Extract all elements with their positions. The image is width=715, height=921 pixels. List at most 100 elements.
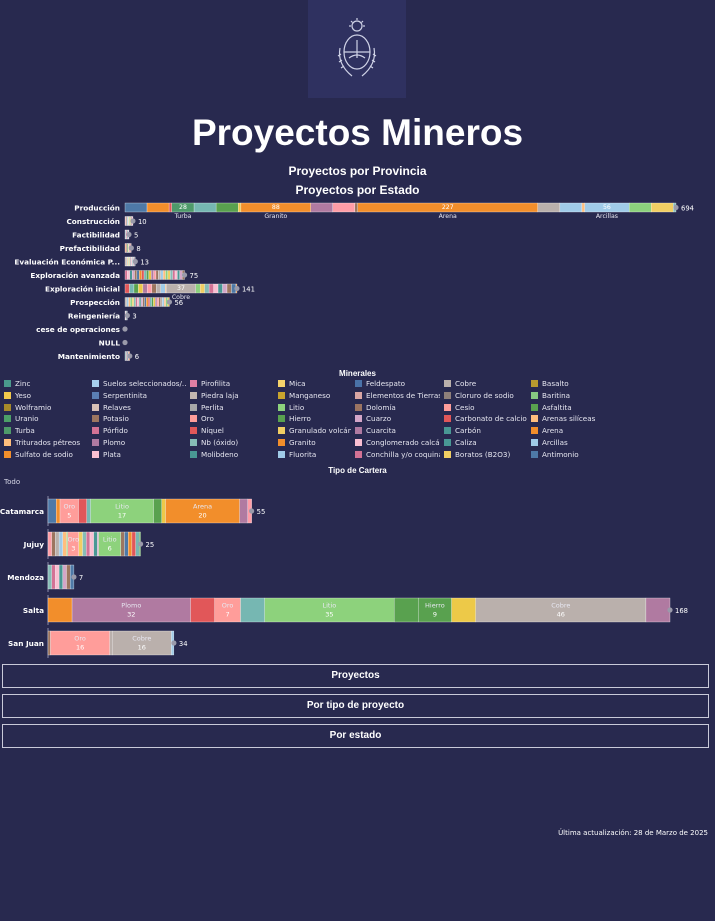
legend-item[interactable]: Litio — [278, 402, 351, 413]
legend-item[interactable]: Pórfido — [92, 425, 186, 436]
bar-segment[interactable] — [226, 283, 232, 294]
bar-segment[interactable] — [128, 531, 133, 557]
bar-segment[interactable] — [128, 297, 131, 307]
bar-segment[interactable] — [148, 270, 152, 280]
legend-item[interactable]: Plomo — [92, 437, 186, 448]
bar-segment[interactable] — [161, 498, 166, 524]
legend-item[interactable]: Dolomía — [355, 402, 440, 413]
bar-segment[interactable] — [240, 597, 265, 623]
bar-segment[interactable] — [162, 270, 166, 280]
bar-segment[interactable] — [78, 498, 87, 524]
legend-item[interactable]: Asfaltita — [531, 402, 621, 413]
bar-segment[interactable] — [160, 297, 163, 307]
legend-item[interactable]: Perlita — [190, 402, 274, 413]
bar-segment[interactable] — [62, 564, 67, 590]
bar-segment[interactable] — [199, 283, 205, 294]
bar-segment[interactable] — [124, 283, 130, 294]
bar-segment[interactable] — [89, 531, 94, 557]
bar-segment[interactable] — [167, 270, 171, 280]
bar-segment[interactable] — [55, 564, 60, 590]
bar-segment[interactable] — [124, 297, 127, 307]
bar-segment-arena[interactable] — [165, 498, 240, 524]
bar-segment[interactable] — [170, 270, 173, 280]
bar-segment[interactable] — [354, 202, 358, 213]
bar-segment[interactable] — [195, 283, 201, 294]
bar-segment[interactable] — [332, 202, 356, 213]
bar-segment[interactable] — [141, 270, 145, 280]
bar-segment-oro[interactable] — [50, 630, 110, 656]
bar-segment[interactable] — [168, 202, 172, 213]
bar-segment[interactable] — [138, 283, 144, 294]
bar-segment-cobre[interactable] — [112, 630, 172, 656]
bar-segment[interactable] — [394, 597, 419, 623]
legend-item[interactable]: Arenas silíceas — [531, 413, 621, 424]
bar-segment-oro[interactable] — [214, 597, 241, 623]
bar-segment[interactable] — [139, 297, 142, 307]
bar-segment[interactable] — [78, 531, 83, 557]
bar-segment[interactable] — [127, 270, 130, 280]
bar-segment[interactable] — [147, 283, 153, 294]
legend-item[interactable]: Boratos (B2O3) — [444, 449, 527, 460]
bar-segment[interactable] — [651, 202, 674, 213]
bar-segment[interactable] — [160, 270, 164, 280]
bar-segment[interactable] — [55, 498, 61, 524]
legend-item[interactable]: Elementos de Tierras ... — [355, 390, 440, 401]
bar-segment[interactable] — [153, 297, 156, 307]
legend-item[interactable]: Fluorita — [278, 449, 351, 460]
por-estado-button[interactable]: Por estado — [2, 724, 709, 748]
bar-segment[interactable] — [151, 270, 154, 280]
legend-item[interactable]: Turba — [4, 425, 88, 436]
bar-segment[interactable] — [58, 531, 63, 557]
bar-segment[interactable] — [629, 202, 652, 213]
bar-segment[interactable] — [97, 531, 99, 557]
bar-segment[interactable] — [58, 564, 63, 590]
legend-item[interactable]: Uranio — [4, 413, 88, 424]
legend-item[interactable]: Arena — [531, 425, 621, 436]
bar-segment[interactable] — [133, 283, 139, 294]
legend-item[interactable]: Conglomerado calcár... — [355, 437, 440, 448]
bar-segment[interactable] — [124, 270, 128, 280]
legend-item[interactable]: Molibdeno — [190, 449, 274, 460]
bar-segment[interactable] — [130, 297, 133, 307]
legend-item[interactable]: Relaves — [92, 402, 186, 413]
legend-item[interactable]: Cuarcita — [355, 425, 440, 436]
bar-segment[interactable] — [177, 270, 180, 280]
bar-segment[interactable] — [151, 297, 154, 307]
bar-segment[interactable] — [238, 202, 242, 213]
bar-segment[interactable] — [217, 283, 223, 294]
bar-segment[interactable] — [55, 531, 60, 557]
bar-segment[interactable] — [136, 270, 140, 280]
bar-segment[interactable] — [133, 297, 136, 307]
bar-segment[interactable] — [158, 270, 161, 280]
bar-segment[interactable] — [149, 297, 152, 307]
legend-item[interactable]: Baritina — [531, 390, 621, 401]
bar-segment[interactable] — [126, 297, 129, 307]
bar-segment[interactable] — [131, 531, 136, 557]
legend-item[interactable]: Caliza — [444, 437, 527, 448]
legend-item[interactable]: Mica — [278, 378, 351, 389]
bar-segment[interactable] — [86, 498, 91, 524]
legend-item[interactable]: Carbonato de calcio — [444, 413, 527, 424]
legend-item[interactable]: Basalto — [531, 378, 621, 389]
bar-segment[interactable] — [144, 297, 147, 307]
bar-segment[interactable] — [135, 297, 138, 307]
bar-segment[interactable] — [156, 283, 161, 294]
bar-segment-cobre[interactable] — [475, 597, 647, 623]
bar-segment[interactable] — [581, 202, 585, 213]
legend-item[interactable]: Suelos seleccionados/... — [92, 378, 186, 389]
bar-segment[interactable] — [645, 597, 671, 623]
bar-segment[interactable] — [131, 297, 135, 307]
subtitle-provincia[interactable]: Proyectos por Provincia — [288, 164, 427, 178]
bar-segment[interactable] — [172, 270, 176, 280]
bar-segment[interactable] — [310, 202, 333, 213]
bar-segment[interactable] — [162, 297, 165, 307]
bar-segment[interactable] — [129, 283, 135, 294]
todo-filter-label[interactable]: Todo — [4, 478, 21, 486]
bar-segment[interactable] — [163, 297, 167, 307]
legend-item[interactable]: Pirofilita — [190, 378, 274, 389]
bar-segment[interactable] — [451, 597, 476, 623]
bar-segment[interactable] — [140, 297, 143, 307]
bar-segment[interactable] — [142, 297, 145, 307]
legend-item[interactable]: Níquel — [190, 425, 274, 436]
bar-segment-litio[interactable] — [90, 498, 154, 524]
